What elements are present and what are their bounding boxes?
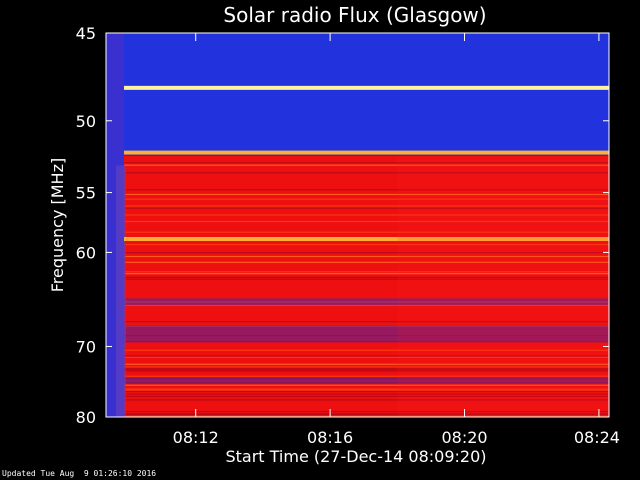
spectral-stripe [106, 278, 609, 280]
y-tick-label: 60 [76, 243, 96, 262]
spectral-stripe [106, 271, 609, 273]
spectral-stripe [106, 255, 609, 258]
x-tick-label: 08:12 [173, 428, 219, 447]
spectral-stripe [106, 261, 609, 263]
spectral-stripe [106, 205, 609, 207]
y-tick-label: 55 [76, 184, 96, 203]
x-axis: 08:12 08:16 08:20 08:24 [173, 33, 620, 447]
band-purple [106, 376, 609, 385]
spectral-stripe [106, 384, 609, 386]
x-axis-label: Start Time (27-Dec-14 08:09:20) [225, 447, 486, 466]
bright-band [124, 85, 609, 90]
spectral-stripe [106, 366, 609, 368]
bright-band [124, 236, 609, 241]
spectral-stripe [106, 356, 609, 358]
spectral-stripe [106, 273, 609, 275]
spectral-stripe [106, 251, 609, 254]
spectral-stripe [106, 231, 609, 233]
plot-frame [105, 32, 610, 418]
spectral-stripe [106, 162, 609, 164]
spectral-stripe [106, 375, 609, 377]
spectral-stripe [106, 395, 609, 397]
spectral-stripe [106, 390, 609, 393]
x-tick-label: 08:16 [307, 428, 353, 447]
spectral-stripe [106, 198, 609, 200]
step-region [397, 155, 609, 417]
spectral-stripe [106, 388, 609, 390]
spectral-stripe [106, 220, 609, 223]
x-tick-label: 08:20 [441, 428, 487, 447]
spectral-stripe [106, 389, 609, 391]
left-edge-band [116, 165, 126, 417]
spectral-stripe [106, 369, 609, 371]
y-tick-label: 70 [76, 337, 96, 356]
spectral-stripe [106, 321, 609, 323]
spectral-stripe [106, 415, 609, 417]
y-axis-label: Frequency [MHz] [48, 158, 67, 292]
spectral-stripe [106, 393, 609, 395]
spectral-stripe [106, 193, 609, 196]
plot-area [106, 33, 609, 417]
spectral-stripe [106, 214, 609, 216]
y-tick-label: 45 [76, 24, 96, 43]
spectral-stripe [106, 370, 609, 372]
spectral-stripe [106, 411, 609, 413]
band-purple [106, 298, 609, 305]
spectral-stripe [106, 414, 609, 416]
spectral-stripe [106, 207, 609, 209]
spectral-stripe [106, 189, 609, 191]
y-axis: 45 50 55 60 70 80 [76, 24, 609, 427]
spectral-stripe [106, 363, 609, 365]
spectral-stripe [106, 355, 609, 357]
spectral-stripe [106, 276, 609, 278]
spectral-stripe [106, 349, 609, 351]
x-tick-label: 08:24 [574, 428, 620, 447]
band-blue-top [106, 33, 609, 153]
spectral-stripe [106, 367, 609, 369]
spectral-stripe [106, 172, 609, 174]
spectral-stripe [106, 243, 609, 246]
bright-band [124, 150, 609, 155]
footer-updated-text: Updated Tue Aug 9 01:26:10 2016 [2, 469, 157, 478]
band-purple [106, 325, 609, 343]
chart-title: Solar radio Flux (Glasgow) [223, 3, 486, 27]
spectral-stripe [106, 164, 609, 166]
spectral-stripe [106, 399, 609, 401]
y-tick-label: 80 [76, 408, 96, 427]
spectral-stripe [106, 304, 609, 306]
y-tick-label: 50 [76, 112, 96, 131]
spectral-stripe [106, 413, 609, 415]
